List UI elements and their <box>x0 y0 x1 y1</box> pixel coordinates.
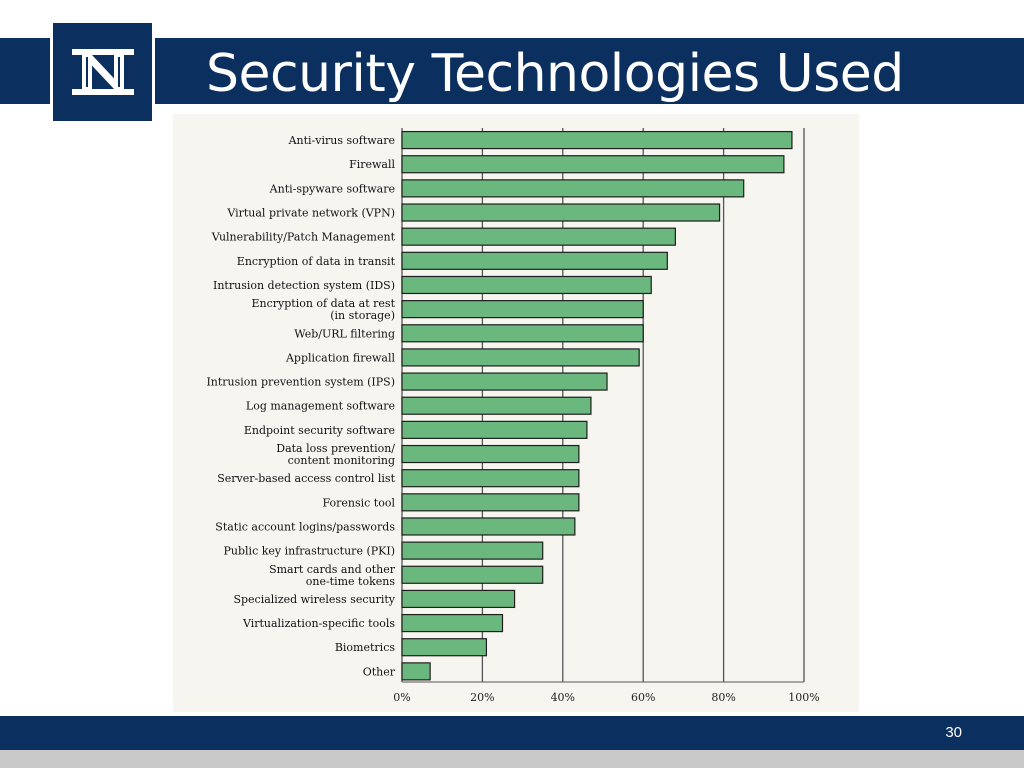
category-label: Virtual private network (VPN) <box>226 207 395 220</box>
bar-chart: 0% 20% 40% 60% 80% 100% Anti-virus software Fir… <box>206 128 820 704</box>
chart-panel: 0% 20% 40% 60% 80% 100% Anti-virus software Fir… <box>173 114 859 712</box>
bar <box>401 469 580 488</box>
category-label: Anti-virus software <box>288 134 395 147</box>
bar <box>401 396 592 415</box>
category-label: Virtualization-specific tools <box>242 617 395 630</box>
category-label-line: Smart cards and other <box>269 563 396 576</box>
bar <box>401 300 644 319</box>
page-number: 30 <box>945 724 962 741</box>
bar <box>401 324 644 343</box>
category-label: Specialized wireless security <box>233 593 395 606</box>
category-label: Public key infrastructure (PKI) <box>224 545 395 558</box>
footer-band: 30 <box>0 716 1024 750</box>
category-label: Other <box>363 665 396 678</box>
x-tick-label: 80% <box>711 691 735 704</box>
x-tick-label: 0% <box>393 691 410 704</box>
bar <box>401 251 668 270</box>
category-label: Log management software <box>246 400 395 413</box>
block-n-icon <box>71 49 134 95</box>
category-label: Static account logins/passwords <box>215 520 395 533</box>
bar <box>401 275 652 295</box>
bar <box>401 638 488 657</box>
bar <box>401 155 785 174</box>
category-label-line: Encryption of data at rest <box>251 297 395 310</box>
category-label: Intrusion detection system (IDS) <box>213 279 395 292</box>
category-label: Biometrics <box>335 641 396 654</box>
bar <box>401 493 580 512</box>
category-label: Encryption of data at rest (in storage) <box>251 297 395 322</box>
bar <box>401 227 676 246</box>
x-tick-label: 20% <box>470 691 494 704</box>
bar <box>401 613 504 633</box>
category-label-line: (in storage) <box>330 309 395 322</box>
x-tick-label: 100% <box>788 691 819 704</box>
category-label-line: content monitoring <box>288 454 395 467</box>
category-label: Smart cards and other one-time tokens <box>269 563 396 588</box>
bar <box>401 541 544 560</box>
bar <box>401 372 608 391</box>
category-label: Forensic tool <box>322 496 395 509</box>
category-label: Endpoint security software <box>244 424 395 437</box>
title-band <box>0 38 1024 104</box>
bar <box>401 662 431 681</box>
x-tick-label: 60% <box>631 691 655 704</box>
category-label-line: one-time tokens <box>306 575 396 588</box>
category-label: Encryption of data in transit <box>237 255 396 268</box>
bar <box>401 203 721 222</box>
category-label: Application firewall <box>285 351 396 364</box>
footer-strip <box>0 750 1024 768</box>
x-tick-label: 40% <box>551 691 575 704</box>
university-logo <box>50 20 155 124</box>
bar <box>401 589 516 609</box>
category-label: Firewall <box>349 158 395 171</box>
bar <box>401 348 640 367</box>
bar <box>401 420 588 439</box>
slide-title: Security Technologies Used <box>206 44 904 104</box>
category-label: Server-based access control list <box>217 472 395 485</box>
bar <box>401 130 793 150</box>
category-label-line: Data loss prevention/ <box>276 442 395 455</box>
category-label: Data loss prevention/content monitoring <box>276 442 395 467</box>
bar <box>401 517 576 536</box>
bar <box>401 565 544 584</box>
bar <box>401 444 580 464</box>
bar <box>401 179 745 198</box>
category-label: Intrusion prevention system (IPS) <box>206 376 395 389</box>
category-label: Web/URL filtering <box>294 327 395 340</box>
category-label: Vulnerability/Patch Management <box>211 231 396 244</box>
category-label: Anti-spyware software <box>269 182 395 195</box>
